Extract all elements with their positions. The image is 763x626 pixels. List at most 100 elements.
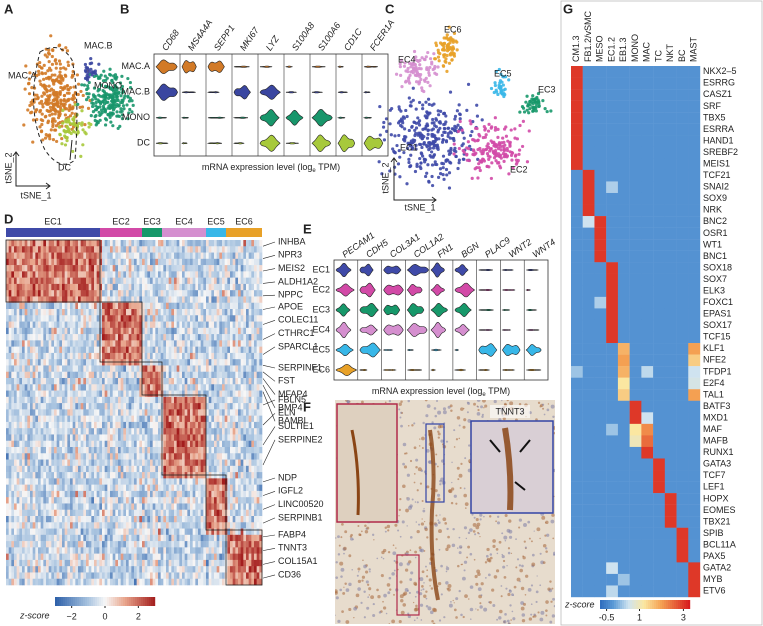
heat-cell: [232, 271, 236, 278]
cell-point: [85, 87, 89, 92]
heat-cell: [251, 240, 255, 247]
heat-cell: [190, 390, 193, 398]
heat-cell: [192, 252, 196, 260]
heat-cell: [51, 252, 55, 260]
cell-point: [91, 101, 95, 106]
heat-cell: [235, 327, 239, 335]
cell-point: [115, 110, 119, 114]
heat-cell: [86, 346, 89, 354]
gene-label: CD68: [160, 28, 181, 53]
heat-cell: [144, 346, 148, 354]
heat-cell: [80, 384, 84, 391]
heat-cell: [96, 421, 100, 429]
heat-cell: [27, 327, 31, 335]
cell-point: [500, 80, 504, 84]
heat-cell: [240, 453, 244, 460]
cell-point: [51, 91, 55, 96]
heat-cell: [256, 409, 260, 416]
heat-cell: [59, 340, 63, 347]
heat-cell: [107, 371, 111, 379]
heat-cell: [104, 340, 108, 347]
heat-cell: [96, 403, 100, 410]
cell-point: [425, 136, 430, 140]
violin: [431, 348, 442, 352]
heat-cell: [38, 453, 41, 460]
heat-cell: [227, 246, 231, 253]
cell-point: [508, 150, 512, 154]
heat-cell: [78, 384, 81, 391]
cell-point: [408, 165, 412, 169]
heat-cell: [216, 440, 220, 448]
heat-cell: [35, 396, 39, 404]
heat-cell: [14, 271, 17, 278]
heat-cell: [102, 434, 105, 442]
panel-frame: [560, 0, 763, 626]
heat-cell: [56, 340, 60, 347]
heat-cell: [67, 309, 71, 316]
heat-cell: [96, 252, 100, 260]
heat-cell: [174, 421, 177, 429]
heat-cell: [224, 327, 228, 335]
heat-cell: [38, 277, 41, 285]
heat-cell: [126, 277, 129, 285]
heat-cell: [227, 371, 231, 379]
cell-point: [83, 69, 88, 73]
heat-cell: [184, 352, 188, 360]
heat-cell: [152, 321, 156, 329]
heat-cell: [187, 302, 191, 310]
violin: [335, 303, 351, 317]
heat-cell: [190, 459, 193, 467]
heat-cell: [240, 246, 244, 253]
heat-cell: [112, 296, 116, 304]
heat-cell: [22, 246, 25, 253]
heat-cell: [198, 296, 201, 304]
cell-point: [411, 86, 415, 90]
heat-cell: [203, 302, 207, 310]
heat-cell: [11, 453, 15, 460]
heat-cell: [27, 277, 31, 285]
heat-cell: [115, 428, 119, 435]
violin: [430, 321, 447, 339]
heat-cell: [91, 453, 95, 460]
heat-cell: [208, 346, 212, 354]
heat-cell: [166, 309, 169, 316]
heat-cell: [40, 246, 44, 253]
heat-cell: [86, 258, 89, 266]
heat-cell: [254, 240, 257, 247]
cell-point: [418, 142, 422, 146]
heat-cell: [54, 409, 57, 416]
heat-cell: [118, 265, 121, 272]
heat-cell: [30, 252, 33, 260]
heat-cell: [62, 371, 65, 379]
heat-cell: [174, 265, 177, 272]
heat-cell: [6, 258, 9, 266]
heat-cell: [160, 321, 164, 329]
heat-cell: [176, 447, 180, 454]
cell-point: [504, 134, 509, 138]
heat-cell: [147, 428, 151, 435]
heat-cell: [56, 290, 60, 297]
heat-cell: [54, 415, 57, 423]
heat-cell: [176, 378, 180, 385]
heat-cell: [214, 265, 217, 272]
heat-cell: [83, 283, 87, 291]
heat-cell: [83, 371, 87, 379]
heat-cell: [152, 384, 156, 391]
heat-cell: [123, 252, 127, 260]
heat-cell: [182, 340, 185, 347]
cell-point: [487, 157, 491, 161]
heat-cell: [112, 302, 116, 310]
heat-cell: [11, 409, 15, 416]
heat-cell: [6, 265, 9, 272]
heat-cell: [112, 390, 116, 398]
heat-cell: [256, 415, 260, 423]
heat-cell: [51, 396, 55, 404]
heat-cell: [115, 290, 119, 297]
heat-cell: [11, 315, 15, 322]
cell-point: [91, 104, 95, 109]
heat-cell: [142, 384, 145, 391]
heat-cell: [91, 415, 95, 423]
heat-cell: [227, 352, 231, 360]
heat-cell: [240, 302, 244, 310]
heat-cell: [32, 296, 36, 304]
